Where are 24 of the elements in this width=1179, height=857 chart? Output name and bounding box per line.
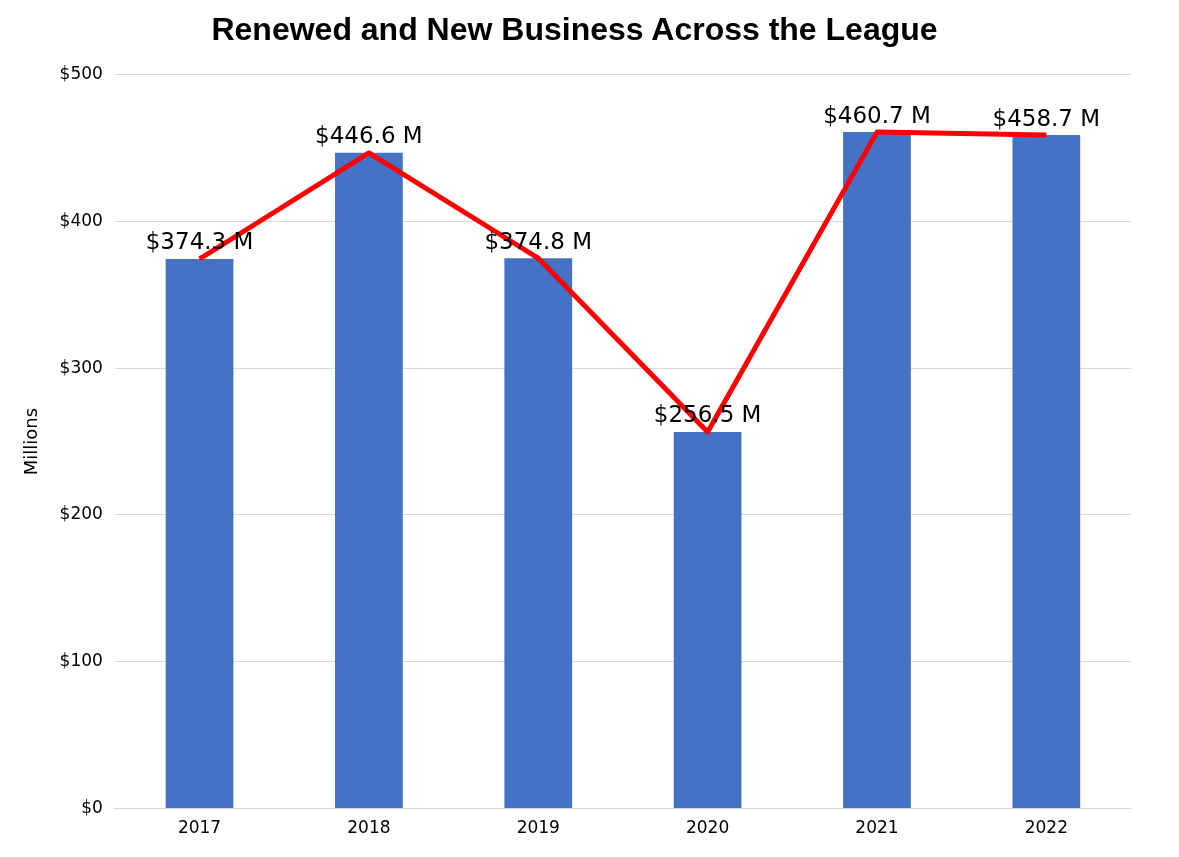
y-tick-label: $400 [59,209,103,230]
y-tick-label: $100 [59,650,103,671]
bar [165,258,234,809]
chart-title: Renewed and New Business Across the League [211,11,938,48]
bar [843,132,911,809]
y-tick-label: $200 [59,503,103,524]
y-axis-title: Millions [20,407,42,476]
x-tick-label: 2018 [347,817,391,838]
bar [673,431,742,809]
x-tick-label: 2020 [685,817,730,838]
bar [1012,135,1081,809]
x-tick-label: 2017 [177,817,222,838]
y-tick-label: $500 [59,62,103,83]
data-label: $460.7 M [823,101,931,128]
data-label: $374.3 M [145,228,254,255]
bar [504,258,573,809]
x-tick-label: 2019 [516,817,560,838]
y-tick-label: $0 [81,797,103,818]
x-tick-label: 2021 [855,817,899,838]
y-tick-label: $300 [59,356,103,377]
x-tick-label: 2022 [1024,817,1068,838]
data-label: $446.6 M [315,122,423,149]
bar [335,152,403,809]
data-label: $458.7 M [992,104,1101,131]
